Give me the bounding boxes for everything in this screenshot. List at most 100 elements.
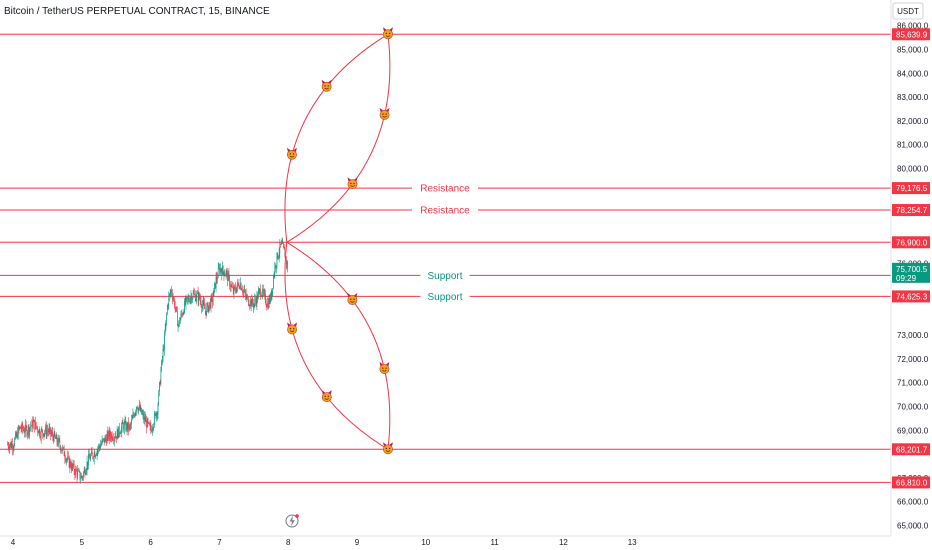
candle-body [201, 305, 203, 309]
devil-face [321, 392, 332, 403]
candle-body [192, 297, 193, 301]
candle-body [15, 433, 17, 437]
candle-body [139, 405, 140, 408]
candle-body [181, 313, 182, 315]
devil-eye [350, 298, 352, 300]
devil-eye [388, 447, 391, 450]
candle-body [184, 300, 185, 313]
candle-body [187, 297, 188, 300]
candle-body [189, 300, 190, 303]
candle-body [120, 433, 122, 434]
candle-body [150, 425, 152, 430]
devil-face [347, 295, 358, 305]
candle-body [229, 276, 230, 287]
candle-body [46, 430, 48, 435]
candle-body [109, 430, 111, 436]
candle-body [91, 451, 92, 456]
candle-body [45, 426, 46, 432]
lightning-icon[interactable] [285, 514, 299, 528]
smiling-devil-icon [321, 390, 332, 403]
candle-body [265, 293, 266, 304]
candle-body [12, 443, 13, 450]
candle-body [245, 290, 246, 295]
candle-body [73, 463, 75, 472]
candle-body [26, 427, 28, 436]
candle-body [9, 445, 10, 450]
candle-body [286, 262, 288, 265]
candle-body [153, 424, 154, 429]
candle-body [167, 304, 169, 307]
candle-body [25, 424, 26, 433]
candle-body [53, 436, 54, 442]
candle-body [159, 382, 161, 384]
support-label: Support [427, 271, 462, 282]
candle-body [55, 436, 56, 439]
candle-body [191, 295, 192, 301]
candle-body [20, 426, 21, 429]
arc-curve[interactable] [284, 33, 389, 243]
devil-smile [289, 155, 295, 158]
smiling-devil-icon [379, 361, 390, 374]
candle-body [213, 288, 215, 297]
candle-body [70, 461, 71, 468]
candle-body [163, 349, 165, 350]
candle-body [33, 420, 35, 422]
candle-body [267, 302, 268, 308]
candle-body [78, 470, 80, 472]
devil-eye [385, 32, 388, 35]
level-price-tag-text: 78,254.7 [896, 206, 928, 215]
candle-body [161, 358, 163, 361]
arc-curve[interactable] [286, 34, 391, 243]
candle-body [114, 437, 116, 439]
candle-body [113, 437, 115, 441]
devil-face [287, 324, 297, 335]
candle-body [17, 427, 19, 439]
candle-body [118, 426, 119, 438]
level-price-tag-text: 85,639.9 [896, 30, 928, 39]
candle-body [104, 437, 106, 443]
level-price-tag [892, 236, 930, 249]
horizontal-levels[interactable]: Resistance Resistance Support Support [0, 33, 891, 483]
candle-body [66, 459, 68, 460]
candle-body [206, 306, 208, 316]
candle-body [183, 312, 185, 314]
time-axis[interactable]: 4 5 6 7 8 9 10 11 12 13 [11, 538, 637, 547]
candle-body [75, 468, 77, 472]
candle-body [27, 426, 29, 433]
candle-body [51, 432, 53, 434]
devil-eye [292, 327, 295, 330]
price-tick-label: 85,000.0 [897, 46, 929, 55]
symbol-title: Bitcoin / TetherUS PERPETUAL CONTRACT, 1… [4, 6, 270, 17]
time-tick-label: 10 [421, 538, 430, 547]
time-tick-label: 11 [490, 538, 499, 547]
candle-body [247, 297, 248, 298]
candle-body [68, 456, 69, 457]
devil-smile [350, 185, 355, 187]
candle-body [19, 426, 20, 430]
currency-button[interactable]: USDT [892, 2, 924, 20]
candle-body [131, 418, 133, 420]
candle-body [227, 273, 229, 281]
arc-curve[interactable] [286, 241, 391, 450]
candle-body [242, 290, 243, 293]
candle-body [127, 422, 129, 430]
devil-smile [324, 398, 330, 400]
candle-body [233, 286, 235, 294]
candle-body [35, 422, 37, 427]
candle-body [86, 461, 88, 470]
candle-body [71, 463, 73, 470]
candle-body [154, 414, 155, 425]
candle-body [257, 294, 258, 299]
candle-body [32, 420, 33, 428]
arc-curve[interactable] [284, 242, 389, 450]
arc-drawings[interactable] [284, 33, 391, 450]
candle-body [210, 302, 211, 309]
candle-body [78, 470, 79, 472]
logo-icon [894, 538, 926, 548]
candle-body [156, 412, 158, 415]
candle-body [138, 407, 139, 411]
candle-body [30, 426, 32, 427]
candle-body [236, 287, 238, 293]
candle-body [38, 431, 39, 434]
